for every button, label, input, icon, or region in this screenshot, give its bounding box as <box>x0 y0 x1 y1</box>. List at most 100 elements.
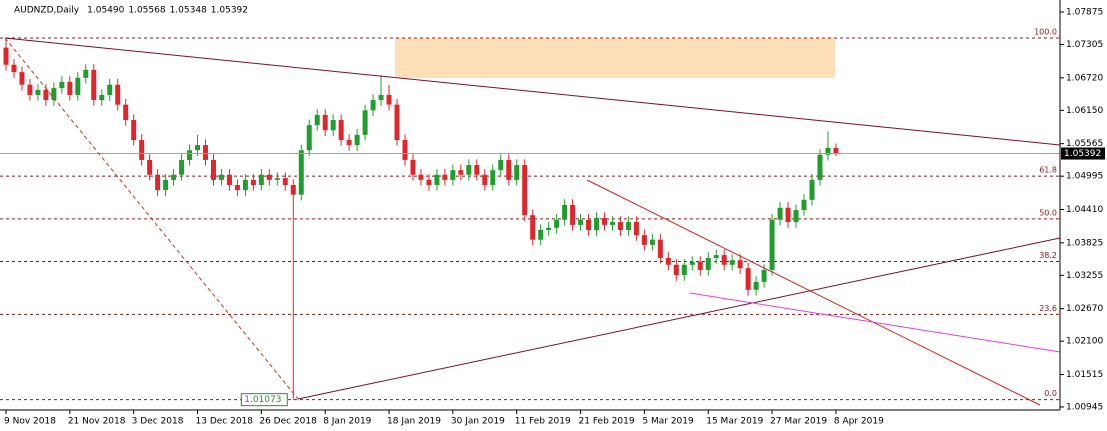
candle-body <box>594 218 600 231</box>
x-tick-label: 18 Jan 2019 <box>387 417 441 427</box>
candle-body <box>210 159 216 180</box>
candle-body <box>107 84 113 95</box>
ohlc-value: 1.05392 <box>211 6 248 16</box>
candle-body <box>442 174 448 180</box>
candle-body <box>370 100 376 111</box>
y-tick-label: 1.06150 <box>1066 106 1103 116</box>
candle-body <box>426 179 432 185</box>
trend-line <box>297 237 1061 400</box>
candle-body <box>131 120 137 140</box>
x-tick-label: 26 Dec 2018 <box>259 417 317 427</box>
candle-body <box>490 170 496 185</box>
candle-body <box>498 159 504 171</box>
y-tick-label: 1.00945 <box>1066 402 1103 412</box>
y-tick-label: 1.07875 <box>1066 8 1103 18</box>
fib-label: 0.0 <box>1044 389 1057 398</box>
candle-body <box>530 215 536 240</box>
ohlc-value: 1.05568 <box>128 6 165 16</box>
candle-body <box>27 84 33 95</box>
candle-body <box>570 204 576 225</box>
candle-body <box>155 174 161 191</box>
candle-body <box>195 145 201 151</box>
candle-body <box>187 150 193 160</box>
candle-body <box>147 159 153 175</box>
candle-body <box>809 179 815 200</box>
candle-body <box>322 114 328 131</box>
trend-line <box>4 37 1061 146</box>
candle-body <box>777 207 783 220</box>
candle-body <box>673 264 679 276</box>
candle-body <box>578 219 584 225</box>
candle-body <box>817 154 823 180</box>
trend-line <box>689 292 1061 353</box>
candle-body <box>657 239 663 258</box>
candle-body <box>729 260 735 265</box>
candle-body <box>394 104 400 140</box>
y-tick-label: 1.07305 <box>1066 40 1103 50</box>
candle-body <box>625 222 631 231</box>
candle-body <box>242 179 248 191</box>
candle-body <box>434 174 440 185</box>
candle-body <box>83 69 89 78</box>
candle-body <box>769 219 775 270</box>
candle-body <box>697 261 703 270</box>
candle-body <box>203 145 208 160</box>
candle-body <box>19 72 25 85</box>
candle-body <box>689 261 695 265</box>
x-tick-label: 30 Jan 2019 <box>451 417 505 427</box>
candle-body <box>123 104 129 121</box>
candle-body <box>179 159 185 175</box>
candle-body <box>330 120 336 131</box>
candle-body <box>825 147 831 155</box>
y-tick-label: 1.03825 <box>1066 238 1103 248</box>
candle-body <box>282 178 288 185</box>
y-tick-label: 1.06720 <box>1066 73 1103 83</box>
x-tick-label: 3 Dec 2018 <box>132 417 184 427</box>
candle-body <box>163 179 169 191</box>
candle-body <box>258 174 264 185</box>
candle-body <box>402 139 408 160</box>
y-tick-label: 1.04995 <box>1066 172 1103 182</box>
x-tick-label: 11 Feb 2019 <box>515 417 571 427</box>
x-tick-label: 5 Mar 2019 <box>642 417 694 427</box>
candle-body <box>721 255 727 265</box>
candle-body <box>378 94 384 101</box>
candle-body <box>67 81 73 95</box>
candle-body <box>250 179 256 185</box>
candle-body <box>11 64 17 73</box>
y-tick-label: 1.02670 <box>1066 304 1103 314</box>
candle-body <box>602 218 607 225</box>
candle-body <box>586 219 592 231</box>
x-tick-label: 21 Feb 2019 <box>579 417 635 427</box>
x-tick-label: 15 Mar 2019 <box>706 417 763 427</box>
y-tick-label: 1.01515 <box>1066 370 1103 380</box>
candle-body <box>482 174 488 185</box>
y-tick-label: 1.03255 <box>1066 271 1103 281</box>
candle-body <box>785 207 791 223</box>
candle-body <box>793 210 799 223</box>
candle-body <box>290 184 296 195</box>
candle-body <box>641 235 647 245</box>
candle-body <box>665 257 671 265</box>
chart-title: AUDNZD,Daily <box>14 6 80 16</box>
candle-body <box>466 165 472 175</box>
candle-body <box>522 165 528 216</box>
ohlc-value: 1.05490 <box>87 6 124 16</box>
candle-body <box>761 269 767 282</box>
candle-body <box>538 230 544 240</box>
candle-body <box>737 260 743 269</box>
bid-label-box <box>1061 147 1105 160</box>
candle-body <box>713 255 719 258</box>
candle-body <box>43 89 49 101</box>
candle-body <box>91 69 97 101</box>
candle-body <box>139 139 145 160</box>
candle-body <box>226 174 232 185</box>
candle-body <box>298 150 304 195</box>
fib-trend-line <box>4 37 299 400</box>
fib-low-box <box>240 393 288 407</box>
candle-body <box>314 114 320 126</box>
fib-label: 38.2 <box>1039 251 1057 260</box>
candle-body <box>306 125 312 151</box>
candle-body <box>450 170 456 180</box>
